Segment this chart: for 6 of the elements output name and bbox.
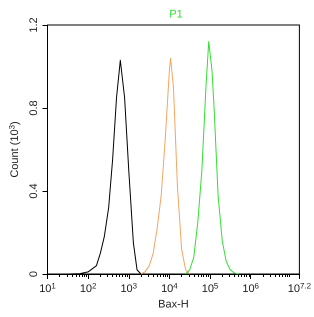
y-tick-label: 0 — [28, 270, 40, 278]
text: P1 — [169, 8, 183, 20]
y-tick-label: 0.8 — [28, 100, 40, 116]
y-tick-label: 0.4 — [28, 183, 40, 199]
y-tick-label: 1.2 — [28, 17, 40, 33]
x-axis-title: Bax-H — [158, 298, 189, 311]
